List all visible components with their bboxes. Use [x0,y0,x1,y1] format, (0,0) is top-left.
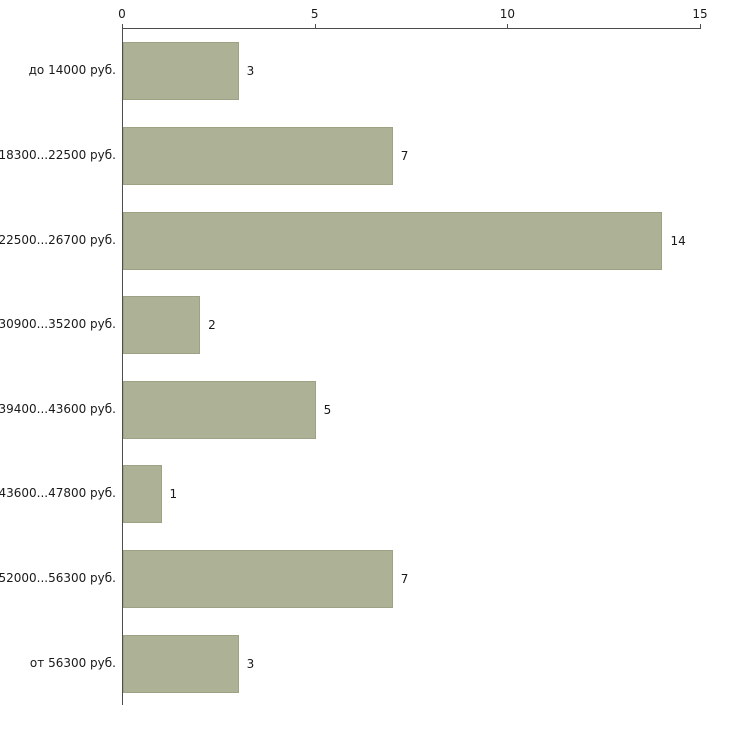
bar [123,296,201,355]
bar-row: 14 [123,198,701,283]
value-label: 3 [246,656,255,671]
x-axis: 0 5 10 15 [118,0,708,28]
value-label: 5 [323,402,332,417]
category-label: 30900...35200 руб. [0,317,116,332]
x-tick-mark [314,24,316,28]
x-tick-mark [122,24,123,28]
x-tick-mark [700,24,701,28]
category-label: 18300...22500 руб. [0,147,116,162]
x-tick-label: 10 [499,7,515,21]
bar [123,465,162,524]
category-label: до 14000 руб. [28,63,116,78]
value-label: 3 [246,64,255,79]
plot-area: 3 7 14 2 5 1 7 3 [122,28,701,705]
value-label: 1 [169,487,178,502]
bar-row: 1 [123,452,701,537]
bar [123,126,393,185]
value-label: 2 [208,318,216,333]
bar [123,211,663,270]
category-label: 43600...47800 руб. [0,486,116,501]
value-label: 7 [400,148,409,163]
category-labels: до 14000 руб. 18300...22500 руб. 22500...2… [0,28,116,705]
bar-row: 7 [123,114,701,199]
bar [123,634,239,693]
value-label: 14 [670,233,686,248]
x-tick-label: 5 [310,7,319,21]
x-tick-label: 0 [118,7,126,21]
bar-row: 7 [123,537,701,622]
value-label: 7 [400,572,409,587]
bar-row: 5 [123,368,701,453]
category-label: 39400...43600 руб. [0,401,116,416]
bar [123,42,239,101]
bar [123,550,393,609]
bar-row: 3 [123,621,701,706]
category-label: 52000...56300 руб. [0,571,116,586]
bar-row: 2 [123,283,701,368]
x-tick-mark [507,24,509,28]
category-label: от 56300 руб. [29,655,116,670]
bar-row: 3 [123,29,701,114]
x-tick-label: 15 [692,7,708,21]
bar [123,380,316,439]
category-label: 22500...26700 руб. [0,232,116,247]
